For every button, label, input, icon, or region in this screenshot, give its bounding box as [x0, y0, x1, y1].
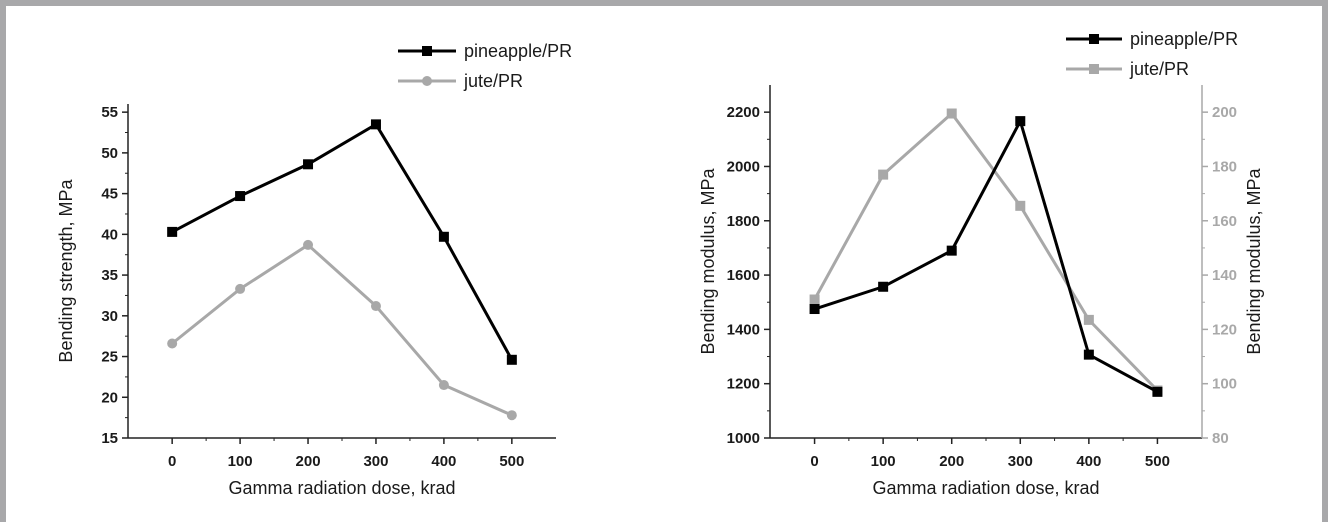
y-tick-label: 45	[101, 186, 118, 203]
series-line	[171, 122, 514, 361]
data-point	[235, 283, 246, 294]
y-tick-label: 15	[101, 430, 118, 447]
figure-panel: 0 100 200 300 400 500 15 20 25 30 35 40 45 50 55 Gamma …	[6, 6, 1322, 522]
data-point	[1152, 386, 1163, 397]
bending-modulus-chart: 0 100 200 300 400 500 1000 1200 1400 1600 1800 2000…	[698, 29, 1264, 498]
series-line	[171, 243, 513, 417]
data-point	[370, 301, 381, 312]
x-axis-title: Gamma radiation dose, krad	[228, 478, 455, 498]
legend-marker	[422, 76, 432, 86]
x-tick-label: 300	[1008, 453, 1033, 470]
y-tick-label: 50	[101, 145, 118, 162]
data-point	[167, 226, 178, 237]
y-right-tick-label: 200	[1212, 104, 1237, 121]
data-point	[809, 294, 820, 305]
data-point	[303, 159, 314, 170]
x-tick-label: 400	[431, 453, 456, 470]
x-tick-label: 0	[168, 453, 176, 470]
y-axis-title: Bending strength, MPa	[56, 178, 76, 362]
legend-label: jute/PR	[463, 71, 523, 91]
x-tick-label: 200	[939, 453, 964, 470]
data-point	[878, 281, 889, 292]
data-point	[946, 108, 957, 119]
data-point	[235, 191, 246, 202]
x-tick-label: 100	[871, 453, 896, 470]
legend-marker	[1089, 64, 1099, 74]
y-axis-right-title: Bending modulus, MPa	[1244, 167, 1264, 354]
y-tick-label: 1800	[727, 213, 760, 230]
y-tick-label: 1200	[727, 376, 760, 393]
data-point	[1015, 116, 1026, 127]
data-point	[1015, 200, 1026, 211]
x-tick-label: 500	[1145, 453, 1170, 470]
data-point	[438, 231, 449, 242]
y-tick-label: 25	[101, 349, 118, 366]
legend-label: pineapple/PR	[1130, 29, 1238, 49]
y-right-tick-label: 100	[1212, 376, 1237, 393]
x-axis-title: Gamma radiation dose, krad	[872, 478, 1099, 498]
y-tick-label: 30	[101, 308, 118, 325]
x-tick-label: 500	[499, 453, 524, 470]
x-tick-label: 400	[1076, 453, 1101, 470]
y-axis-title: Bending modulus, MPa	[698, 167, 718, 354]
y-tick-label: 1000	[727, 430, 760, 447]
data-point	[1083, 349, 1094, 360]
legend-marker	[422, 46, 432, 56]
legend-label: pineapple/PR	[464, 41, 572, 61]
x-tick-label: 100	[228, 453, 253, 470]
y-right-tick-label: 180	[1212, 158, 1237, 175]
y-right-tick-label: 160	[1212, 213, 1237, 230]
y-tick-label: 20	[101, 389, 118, 406]
x-tick-label: 0	[810, 453, 818, 470]
y-right-tick-label: 80	[1212, 430, 1229, 447]
data-point	[809, 304, 820, 315]
data-point	[946, 245, 957, 256]
data-point	[506, 354, 517, 365]
data-point	[303, 239, 314, 250]
legend-label: jute/PR	[1129, 59, 1189, 79]
y-tick-label: 2200	[727, 104, 760, 121]
legend-marker	[1089, 34, 1099, 44]
y-tick-label: 55	[101, 104, 118, 121]
bending-strength-chart: 0 100 200 300 400 500 15 20 25 30 35 40 45 50 55 Gamma …	[56, 41, 572, 498]
y-tick-label: 35	[101, 267, 118, 284]
y-right-tick-label: 120	[1212, 321, 1237, 338]
data-point	[506, 410, 517, 421]
data-point	[878, 169, 889, 180]
y-right-tick-label: 140	[1212, 267, 1237, 284]
data-point	[370, 119, 381, 130]
y-tick-label: 40	[101, 226, 118, 243]
x-tick-label: 200	[296, 453, 321, 470]
y-tick-label: 2000	[727, 158, 760, 175]
data-point	[438, 380, 449, 391]
x-tick-label: 300	[363, 453, 388, 470]
data-point	[167, 338, 178, 349]
y-tick-label: 1400	[727, 321, 760, 338]
series-line	[813, 112, 1159, 392]
y-tick-label: 1600	[727, 267, 760, 284]
series-line	[814, 119, 1159, 394]
data-point	[1083, 314, 1094, 325]
